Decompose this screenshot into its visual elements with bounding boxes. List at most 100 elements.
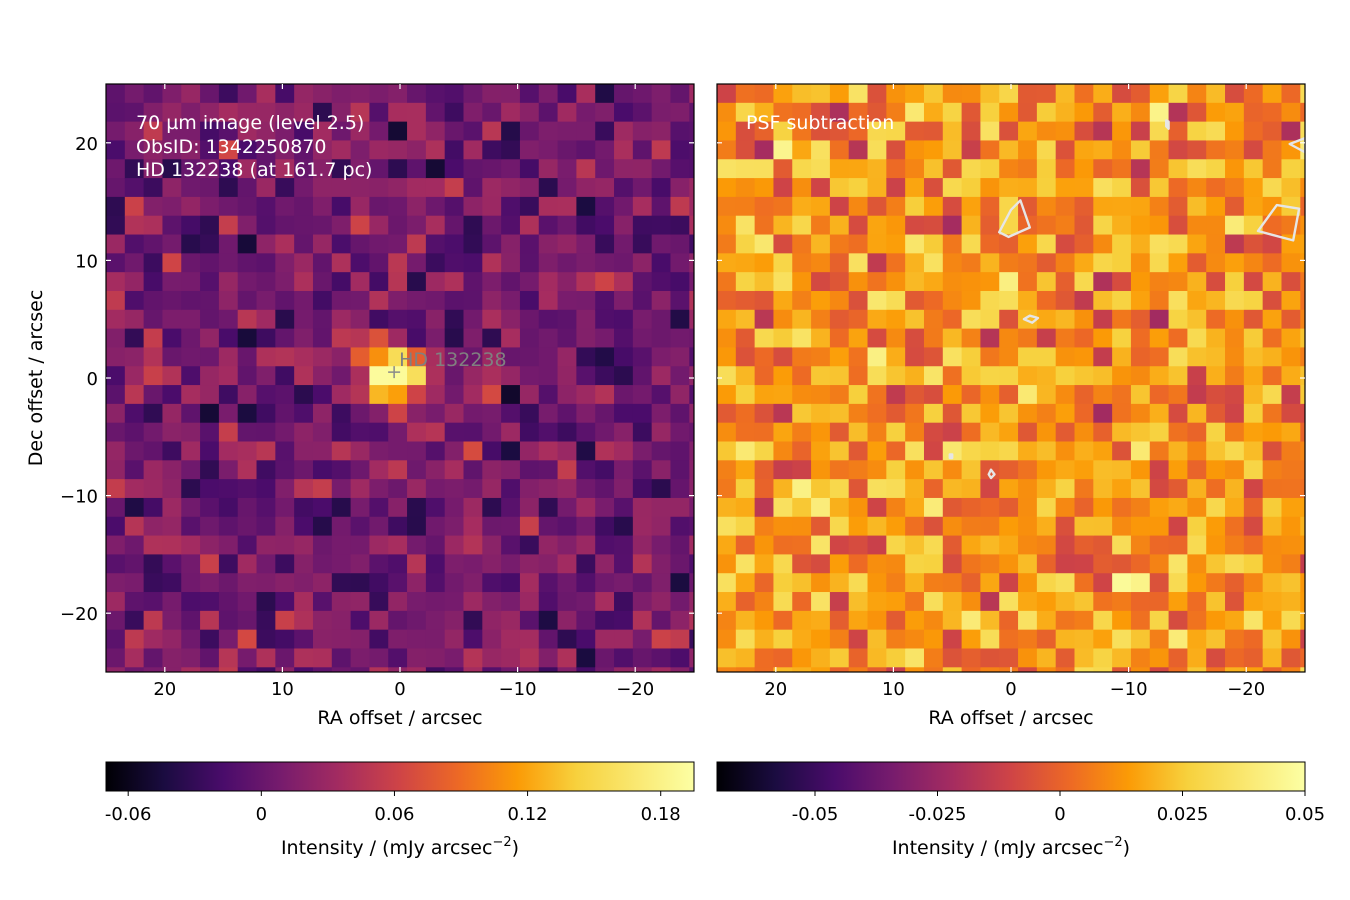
- heatmap-pixel: [218, 178, 239, 198]
- heatmap-pixel: [256, 460, 276, 480]
- heatmap-pixel: [689, 84, 694, 104]
- heatmap-pixel: [670, 610, 690, 631]
- heatmap-pixel: [256, 516, 276, 537]
- heatmap-pixel: [576, 648, 596, 668]
- x-tick-label: −20: [616, 679, 654, 700]
- heatmap-pixel: [670, 347, 690, 367]
- heatmap-pixel: [275, 592, 295, 612]
- contour-line: [1256, 203, 1301, 242]
- heatmap-pixel: [1112, 234, 1132, 254]
- heatmap-pixel: [942, 366, 963, 386]
- heatmap-pixel: [538, 422, 559, 443]
- heatmap-pixel: [632, 497, 653, 518]
- heatmap-pixel: [124, 102, 145, 123]
- heatmap-pixel: [501, 554, 521, 574]
- heatmap-pixel: [350, 215, 371, 236]
- heatmap-pixel: [294, 121, 314, 142]
- heatmap-pixel: [1055, 121, 1076, 142]
- heatmap-pixel: [1319, 291, 1338, 310]
- heatmap-pixel: [200, 629, 220, 650]
- heatmap-pixel: [614, 403, 634, 424]
- heatmap-pixel: [1300, 309, 1305, 330]
- heatmap-pixel: [256, 366, 276, 386]
- heatmap-pixel: [275, 422, 295, 443]
- heatmap-pixel: [312, 610, 333, 631]
- heatmap-pixel: [331, 629, 352, 650]
- heatmap-pixel: [218, 215, 239, 236]
- heatmap-pixel: [1093, 648, 1113, 668]
- heatmap-pixel: [1206, 686, 1225, 705]
- heatmap-pixel: [350, 422, 371, 443]
- heatmap-pixel: [1074, 234, 1094, 254]
- heatmap-pixel: [848, 290, 869, 311]
- heatmap-pixel: [538, 328, 559, 349]
- heatmap-pixel: [1036, 140, 1057, 160]
- heatmap-pixel: [369, 385, 389, 405]
- heatmap-pixel: [1112, 667, 1132, 672]
- heatmap-pixel: [735, 347, 756, 367]
- heatmap-pixel: [407, 535, 427, 555]
- heatmap-pixel: [999, 610, 1019, 631]
- heatmap-pixel: [1093, 366, 1113, 386]
- heatmap-pixel: [425, 516, 446, 537]
- right-contours: [948, 119, 1305, 480]
- heatmap-pixel: [106, 272, 126, 292]
- heatmap-pixel: [905, 121, 925, 142]
- x-tick-label: 10: [271, 679, 294, 700]
- heatmap-pixel: [124, 290, 145, 311]
- heatmap-pixel: [670, 178, 690, 198]
- heatmap-pixel: [1149, 554, 1170, 574]
- heatmap-pixel: [124, 516, 145, 537]
- colorbar-tick-label: -0.05: [792, 804, 839, 825]
- heatmap-pixel: [848, 328, 869, 349]
- heatmap-pixel: [106, 403, 126, 424]
- heatmap-pixel: [829, 84, 850, 104]
- heatmap-pixel: [829, 215, 850, 236]
- heatmap-pixel: [1074, 253, 1094, 273]
- heatmap-pixel: [670, 460, 690, 480]
- heatmap-pixel: [717, 102, 737, 123]
- heatmap-pixel: [369, 610, 389, 631]
- heatmap-pixel: [331, 573, 352, 593]
- heatmap-pixel: [388, 309, 408, 330]
- heatmap-pixel: [651, 667, 672, 672]
- heatmap-pixel: [905, 648, 925, 668]
- heatmap-pixel: [1281, 441, 1301, 461]
- heatmap-pixel: [294, 366, 314, 386]
- heatmap-pixel: [942, 84, 963, 104]
- heatmap-pixel: [1168, 667, 1188, 672]
- heatmap-pixel: [218, 422, 239, 443]
- heatmap-pixel: [811, 347, 831, 367]
- heatmap-pixel: [1262, 535, 1283, 555]
- heatmap-pixel: [538, 347, 559, 367]
- heatmap-pixel: [369, 648, 389, 668]
- heatmap-pixel: [595, 554, 615, 574]
- heatmap-pixel: [1055, 385, 1076, 405]
- heatmap-pixel: [350, 366, 371, 386]
- heatmap-pixel: [256, 592, 276, 612]
- heatmap-pixel: [961, 272, 982, 292]
- heatmap-pixel: [1074, 629, 1094, 650]
- heatmap-pixel: [811, 441, 831, 461]
- heatmap-pixel: [237, 196, 258, 217]
- heatmap-pixel: [886, 497, 906, 518]
- heatmap-pixel: [1036, 159, 1057, 179]
- heatmap-pixel: [557, 178, 577, 198]
- x-tick-label: −10: [1110, 679, 1148, 700]
- heatmap-pixel: [501, 667, 521, 672]
- heatmap-pixel: [1018, 535, 1038, 555]
- heatmap-pixel: [1168, 328, 1188, 349]
- heatmap-pixel: [181, 479, 201, 499]
- heatmap-pixel: [735, 667, 756, 672]
- heatmap-pixel: [905, 253, 925, 273]
- heatmap-pixel: [538, 196, 559, 217]
- heatmap-pixel: [942, 592, 963, 612]
- heatmap-pixel: [557, 366, 577, 386]
- heatmap-pixel: [294, 648, 314, 668]
- heatmap-pixel: [369, 309, 389, 330]
- heatmap-pixel: [735, 403, 756, 424]
- heatmap-pixel: [181, 102, 201, 123]
- heatmap-pixel: [1206, 196, 1226, 217]
- heatmap-pixel: [388, 441, 408, 461]
- heatmap-pixel: [538, 290, 559, 311]
